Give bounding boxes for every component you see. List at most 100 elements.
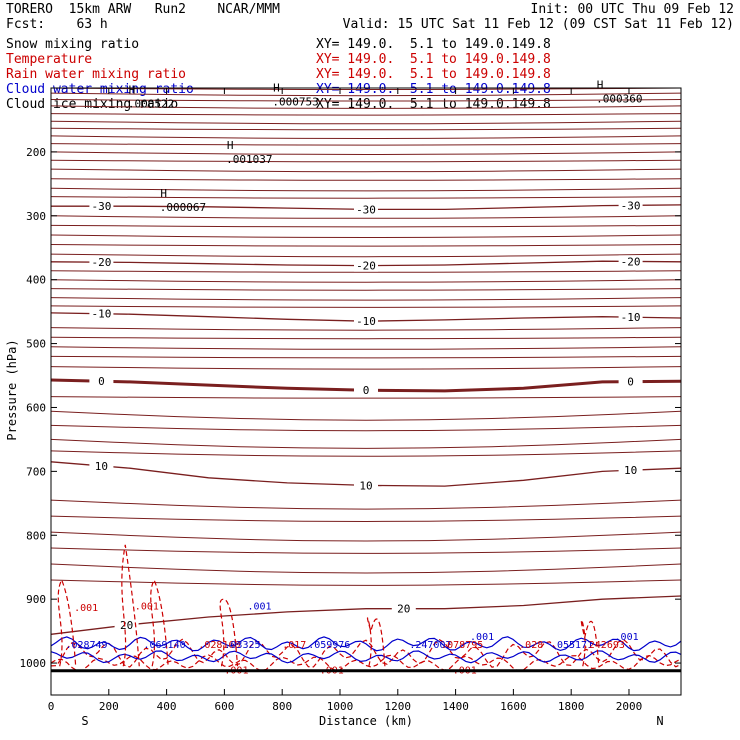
isotherm-label-bg: [618, 311, 643, 324]
isotherm-label: 10: [624, 464, 637, 477]
legend-coords-temperature: XY= 149.0. 5.1 to 149.0.149.8: [316, 52, 551, 67]
isotherm-label-bg: [89, 200, 114, 213]
rain-label: .001: [135, 602, 159, 613]
background-contour-line: [50, 143, 682, 146]
x-tick-label: 400: [157, 700, 177, 713]
background-contour-line: [50, 579, 682, 586]
background-contour-line: [50, 288, 682, 291]
background-contour-line: [50, 196, 682, 199]
background-contour-line: [50, 327, 682, 331]
y-tick-label: 700: [26, 465, 46, 478]
rain-plume: [150, 578, 169, 667]
isotherm-label-bg: [618, 375, 643, 388]
background-contour-line: [50, 531, 682, 542]
background-contour-line: [50, 563, 682, 574]
isotherm-label-bg: [618, 199, 643, 212]
background-contour-line: [50, 215, 682, 219]
background-contour-line: [50, 499, 682, 510]
snow-max-marker: H: [160, 187, 167, 200]
background-contour-line: [50, 396, 682, 399]
isotherm-label-bg: [354, 479, 378, 492]
max-value-label: .242693: [583, 640, 625, 651]
cloud-water-label: .001: [470, 632, 494, 643]
background-contour-line: [50, 178, 682, 181]
isotherm-label: 0: [627, 376, 634, 389]
max-value-label: .028749: [65, 640, 107, 651]
snow-max-value: .000753: [272, 96, 318, 109]
isotherm-label-bg: [89, 256, 114, 269]
y-axis-label: Pressure (hPa): [5, 339, 19, 440]
isotherm-label-bg: [354, 315, 378, 328]
cloud-water-contour-line: [50, 636, 682, 652]
x-tick-label: 0: [48, 700, 55, 713]
title-left: TORERO 15km ARW Run2 NCAR/MMM: [6, 2, 280, 17]
max-value-label: .03325: [224, 640, 260, 651]
isotherm-label: 10: [359, 479, 372, 492]
x-tick-label: 1200: [385, 700, 412, 713]
background-contour-line: [50, 279, 682, 283]
forecast-hour: Fcst: 63 h: [6, 17, 108, 32]
background-contour-line: [50, 366, 682, 370]
isotherm-label: -30: [91, 200, 111, 213]
max-value-label: .055171: [551, 640, 593, 651]
isotherm-label-bg: [618, 255, 643, 268]
background-contour-line: [50, 234, 682, 239]
isotherm-label: -10: [621, 311, 641, 324]
snow-max-value: .000522: [128, 98, 174, 111]
isotherm-label-bg: [354, 203, 378, 216]
max-value-label: .247007: [409, 640, 451, 651]
background-contour-line: [50, 224, 682, 228]
rain-plume: [219, 598, 239, 667]
y-tick-label: 200: [26, 146, 46, 159]
x-axis-label: Distance (km): [319, 714, 413, 728]
isotherm-label: 0: [363, 384, 370, 397]
background-contour-line: [50, 159, 682, 163]
background-contour-line: [50, 168, 682, 173]
background-contour-line: [50, 113, 682, 116]
cloud-water-label: .001: [615, 632, 639, 643]
isotherm-label-bg: [89, 459, 114, 472]
background-contour-line: [50, 346, 682, 350]
background-contour-line: [50, 99, 682, 102]
background-contour-line: [50, 515, 682, 523]
snow-max-value: .000360: [596, 92, 642, 105]
legend-label-rain: Rain water mixing ratio: [6, 67, 187, 82]
background-contour-line: [50, 244, 682, 247]
isotherm-label: 10: [95, 460, 108, 473]
y-tick-label: 600: [26, 401, 46, 414]
background-contour-line: [50, 305, 682, 308]
cloud-water-contour-line: [50, 650, 682, 664]
x-end-label-left: S: [81, 714, 88, 728]
background-contour-line: [50, 151, 682, 156]
isotherm-label-bg: [354, 384, 378, 397]
max-value-label: .059976: [308, 640, 350, 651]
valid-time: Valid: 15 UTC Sat 11 Feb 12 (09 CST Sat …: [342, 17, 734, 32]
x-tick-label: 1600: [500, 700, 527, 713]
isotherm-label-bg: [114, 619, 139, 632]
snow-max-marker: H: [129, 84, 136, 97]
background-contour-line: [50, 92, 682, 97]
init-time: Init: 00 UTC Thu 09 Feb 12: [530, 2, 735, 17]
x-tick-label: 200: [99, 700, 119, 713]
max-value-label: .028: [519, 640, 543, 651]
max-value-label: .028160: [198, 640, 240, 651]
snow-max-value: .001037: [226, 153, 272, 166]
background-contour-line: [50, 253, 682, 258]
rain-plume: [366, 617, 386, 667]
background-contour-line: [50, 297, 682, 301]
background-contour-line: [50, 438, 682, 449]
legend-label-temperature: Temperature: [6, 52, 93, 67]
background-contour-line: [50, 105, 682, 109]
rain-plume: [121, 544, 140, 667]
plot-frame: [50, 87, 682, 696]
legend-coords-snow: XY= 149.0. 5.1 to 149.0.149.8: [316, 37, 551, 52]
background-contour-line: [50, 450, 682, 457]
isotherm-label-bg: [618, 464, 643, 477]
y-tick-label: 800: [26, 529, 46, 542]
isotherm-label: -30: [621, 199, 641, 212]
y-tick-label: 900: [26, 593, 46, 606]
background-contour-line: [50, 120, 682, 125]
y-tick-label: 1000: [20, 657, 47, 670]
x-tick-label: 800: [272, 700, 292, 713]
